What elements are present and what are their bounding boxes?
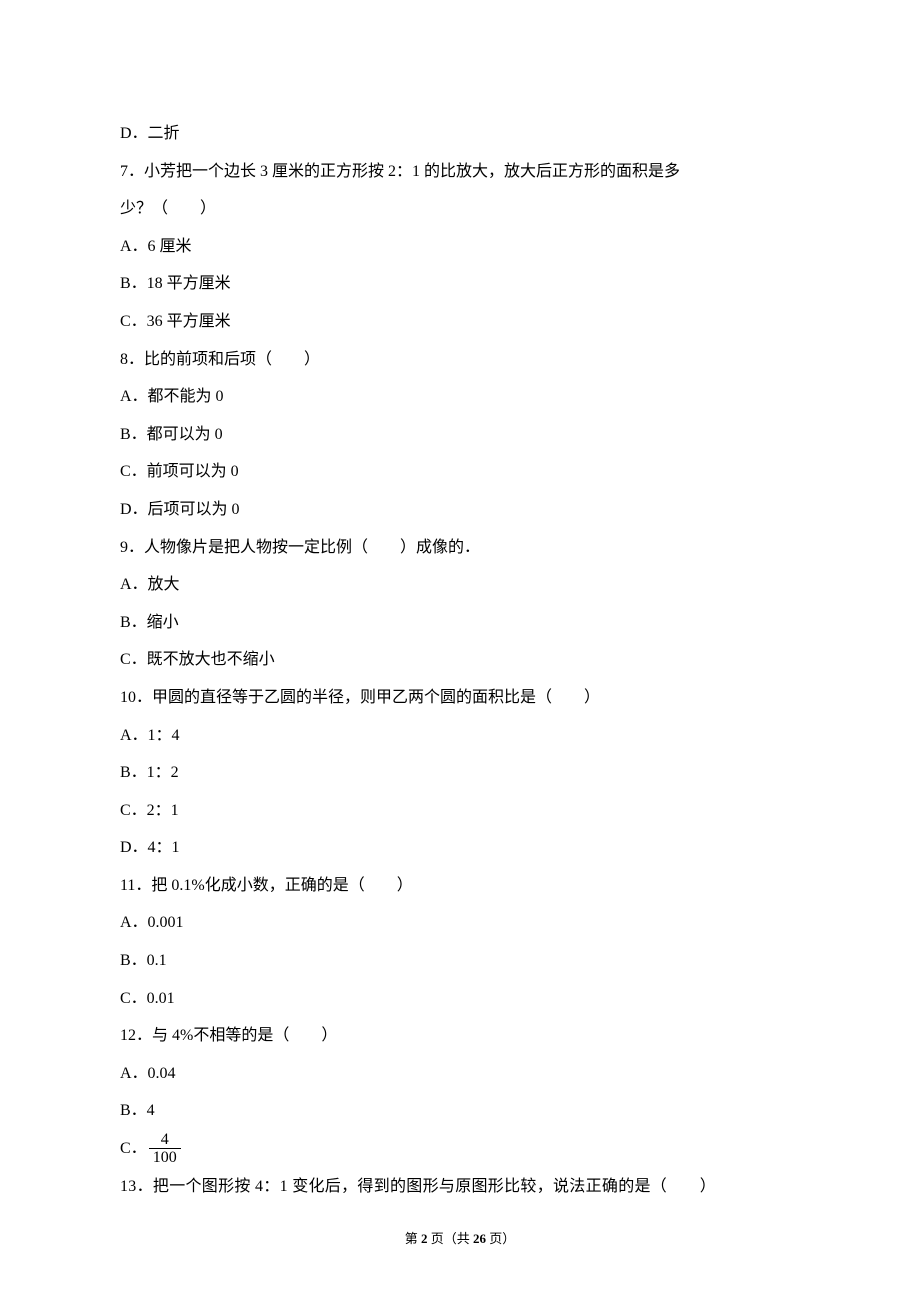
q9-option-c: C．既不放大也不缩小 — [120, 641, 800, 679]
fraction-4-over-100: 4 100 — [149, 1131, 181, 1167]
q10-option-b: B．1：2 — [120, 754, 800, 792]
q8-stem: 8．比的前项和后项（ ） — [120, 341, 800, 379]
q9-option-a: A．放大 — [120, 566, 800, 604]
q11-stem: 11．把 0.1%化成小数，正确的是（ ） — [120, 867, 800, 905]
q7-option-a: A．6 厘米 — [120, 228, 800, 266]
q9-option-b: B．缩小 — [120, 604, 800, 642]
q11-option-b: B．0.1 — [120, 942, 800, 980]
q8-option-b: B．都可以为 0 — [120, 416, 800, 454]
q12-option-a: A．0.04 — [120, 1055, 800, 1093]
q7-option-b: B．18 平方厘米 — [120, 265, 800, 303]
q7-option-c: C．36 平方厘米 — [120, 303, 800, 341]
q9-stem: 9．人物像片是把人物按一定比例（ ）成像的． — [120, 529, 800, 567]
q7-stem-line1: 7．小芳把一个边长 3 厘米的正方形按 2：1 的比放大，放大后正方形的面积是多 — [120, 153, 800, 191]
fraction-numerator: 4 — [149, 1131, 181, 1150]
q8-option-a: A．都不能为 0 — [120, 378, 800, 416]
q12-option-c: C． 4 100 — [120, 1130, 800, 1168]
q10-option-a: A．1：4 — [120, 717, 800, 755]
q8-option-d: D．后项可以为 0 — [120, 491, 800, 529]
footer-total-pages: 26 — [473, 1231, 486, 1246]
q10-option-c: C．2：1 — [120, 792, 800, 830]
page-footer: 第 2 页（共 26 页） — [0, 1228, 920, 1247]
q10-stem: 10．甲圆的直径等于乙圆的半径，则甲乙两个圆的面积比是（ ） — [120, 679, 800, 717]
q6-option-d: D．二折 — [120, 115, 800, 153]
footer-suffix: 页） — [486, 1231, 515, 1246]
q8-option-c: C．前项可以为 0 — [120, 453, 800, 491]
q12-option-b: B．4 — [120, 1092, 800, 1130]
q7-stem-line2: 少？（ ） — [120, 190, 800, 228]
q10-option-d: D．4：1 — [120, 829, 800, 867]
q12-stem: 12．与 4%不相等的是（ ） — [120, 1017, 800, 1055]
footer-prefix: 第 — [405, 1231, 421, 1246]
fraction-denominator: 100 — [149, 1149, 181, 1167]
q11-option-a: A．0.001 — [120, 904, 800, 942]
q12-option-c-prefix: C． — [120, 1130, 147, 1168]
page-content: D．二折 7．小芳把一个边长 3 厘米的正方形按 2：1 的比放大，放大后正方形… — [0, 0, 920, 1205]
q13-stem: 13．把一个图形按 4：1 变化后，得到的图形与原图形比较，说法正确的是（ ） — [120, 1168, 800, 1206]
q11-option-c: C．0.01 — [120, 980, 800, 1018]
footer-middle: 页（共 — [427, 1231, 473, 1246]
